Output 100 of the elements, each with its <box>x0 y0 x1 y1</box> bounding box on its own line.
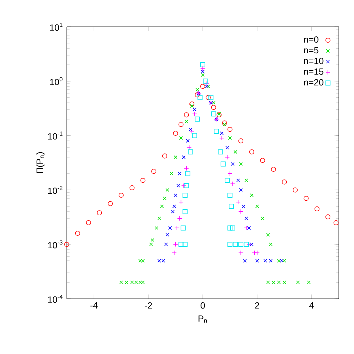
point <box>224 178 230 184</box>
point <box>292 188 298 193</box>
point <box>260 158 266 164</box>
point <box>184 120 189 124</box>
point <box>140 178 146 184</box>
point <box>220 162 226 167</box>
point <box>200 66 206 72</box>
point <box>190 129 195 134</box>
point <box>184 166 190 172</box>
x-tick-label: 0 <box>200 302 206 309</box>
point <box>198 95 203 100</box>
x-tick-label: -4 <box>90 302 98 309</box>
point <box>239 162 243 166</box>
legend-label: n=20 <box>304 79 324 86</box>
point <box>130 185 135 190</box>
point <box>239 188 243 192</box>
point <box>296 280 300 284</box>
point <box>228 242 233 248</box>
point <box>200 62 206 68</box>
point <box>184 183 190 188</box>
point <box>254 250 260 256</box>
point <box>226 146 230 150</box>
point <box>228 136 232 140</box>
point <box>228 192 233 198</box>
legend-label: n=0 <box>304 36 319 43</box>
point <box>149 242 154 246</box>
point <box>314 206 320 212</box>
point <box>196 88 200 92</box>
point <box>230 226 236 231</box>
y-tick-label: 10$^{-4}$ <box>48 295 63 304</box>
legend-label: n=5 <box>304 47 319 54</box>
point <box>158 216 162 220</box>
legend-label: n=15 <box>304 68 324 76</box>
point <box>200 84 206 90</box>
point <box>326 214 331 220</box>
point <box>166 188 170 192</box>
point <box>86 220 92 226</box>
point <box>138 280 142 284</box>
y-tick-label: 10$^{-1}$ <box>48 132 63 140</box>
point <box>238 250 244 256</box>
point <box>190 102 195 107</box>
point <box>334 220 339 226</box>
point <box>174 156 178 160</box>
point <box>180 226 186 231</box>
point <box>244 226 250 231</box>
point <box>201 73 205 78</box>
point <box>182 192 188 198</box>
point <box>242 204 246 208</box>
point <box>176 184 180 188</box>
point <box>173 131 178 136</box>
y-tick-label: 10$^{0}$ <box>50 77 63 86</box>
point <box>218 150 224 155</box>
point <box>280 259 284 263</box>
x-tick-label: 4 <box>310 302 314 309</box>
point <box>244 178 248 182</box>
point <box>178 242 184 248</box>
point <box>203 78 208 84</box>
point <box>230 182 236 186</box>
point <box>163 196 167 200</box>
point <box>208 95 214 100</box>
point <box>228 226 233 231</box>
point <box>195 116 200 122</box>
point <box>190 104 194 108</box>
point <box>108 201 114 206</box>
point <box>188 150 194 155</box>
point <box>64 242 70 248</box>
y-axis-title: Π(P$_{n}$) <box>36 152 45 174</box>
point <box>269 242 273 246</box>
point <box>174 194 178 198</box>
x-tick-label: -2 <box>145 302 152 309</box>
point <box>238 138 244 144</box>
point <box>233 242 238 248</box>
point <box>192 133 198 138</box>
point <box>75 231 80 236</box>
legend-label: n=10 <box>304 58 324 64</box>
point <box>206 95 211 100</box>
point <box>243 259 248 263</box>
point <box>211 112 216 117</box>
point <box>229 204 234 210</box>
point <box>238 242 244 248</box>
x-axis-title: P$_{n}$ <box>198 316 208 323</box>
point <box>220 136 225 141</box>
point <box>171 210 175 214</box>
x-tick-label: 2 <box>255 302 260 309</box>
point <box>266 233 270 237</box>
point <box>141 259 146 263</box>
point <box>168 226 172 230</box>
point <box>188 128 193 132</box>
point <box>152 169 157 174</box>
point <box>170 172 174 176</box>
point <box>224 154 230 160</box>
y-tick-label: 10$^{-3}$ <box>48 240 63 249</box>
point <box>166 233 170 237</box>
point <box>184 112 190 118</box>
point <box>211 105 216 110</box>
point <box>118 192 124 198</box>
point <box>186 171 191 176</box>
point <box>250 242 254 246</box>
point <box>182 209 188 214</box>
point <box>178 172 182 176</box>
